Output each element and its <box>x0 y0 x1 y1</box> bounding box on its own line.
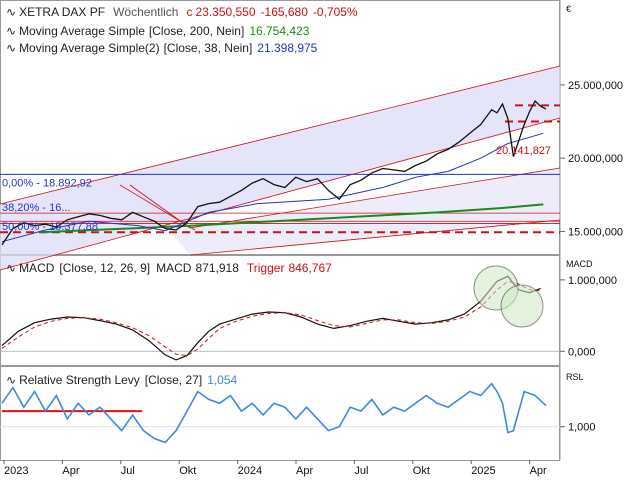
price-close-line <box>1 99 547 246</box>
rsl-panel-frame <box>0 366 560 461</box>
y-tick-label: 20.000,000 <box>568 153 623 165</box>
macd-axis-title: MACD <box>566 259 593 269</box>
rsl-value: 1,054 <box>207 373 237 387</box>
trend-line <box>189 167 561 229</box>
ma38-params: [Close, 38, Nein] <box>164 41 253 55</box>
close-prefix: c <box>186 5 192 19</box>
macd-y-axis: 1.000,000 0,000 <box>560 275 617 358</box>
price-y-axis: 25.000,000 20.000,000 15.000,000 <box>560 80 623 238</box>
trend-line <box>0 117 561 271</box>
close-value: 23.350,550 <box>195 5 255 19</box>
x-tick-label: Apr <box>62 465 79 477</box>
y-tick-label: 25.000,000 <box>568 80 623 92</box>
price-annotation: 0,00% - 18.892,92 <box>2 177 92 189</box>
legend-ma38: ∿ Moving Average Simple(2) [Close, 38, Nei… <box>6 41 318 55</box>
macd-series-group <box>0 275 560 361</box>
x-tick-label: Jul <box>121 465 135 477</box>
x-tick-label: 2024 <box>238 465 262 477</box>
ma38-value: 21.398,975 <box>257 41 317 55</box>
upper-trend-channel <box>0 66 560 270</box>
ma38-name: Moving Average Simple(2) <box>19 41 160 55</box>
trigger-value: 846,767 <box>288 261 332 275</box>
rsl-series-group <box>0 382 560 444</box>
legend-wave-icon: ∿ <box>6 24 16 38</box>
instrument-name: XETRA DAX PF <box>19 5 105 19</box>
x-tick-label: 2023 <box>4 465 28 477</box>
x-axis: 2023 Apr Jul Okt 2024 Apr Jul Okt 2025 Apr <box>3 460 547 477</box>
y-tick-label: 1.000,000 <box>568 275 617 287</box>
legend-ma200: ∿ Moving Average Simple [Close, 200, Nein]… <box>6 24 310 38</box>
interval-label: Wöchentlich <box>113 5 178 19</box>
lower-trend-channel <box>130 168 560 255</box>
trigger-line <box>1 280 541 357</box>
legend-wave-icon: ∿ <box>6 5 16 19</box>
x-tick-label: Jul <box>354 465 368 477</box>
trend-line <box>119 184 196 231</box>
ma200-params: [Close, 200, Nein] <box>149 24 244 38</box>
rsl-params: [Close, 27] <box>145 373 202 387</box>
legend-wave-icon: ∿ <box>6 261 16 275</box>
price-annotation: 20.141,827 <box>496 145 551 157</box>
change-value: -165,680 <box>261 5 309 19</box>
macd-value: 871,918 <box>195 261 239 275</box>
rsl-name: Relative Strength Levy <box>19 373 140 387</box>
macd-panel-frame <box>0 255 560 366</box>
legend-macd: ∿ MACD [Close, 12, 26, 9] MACD 871,918 Trigge… <box>6 261 332 275</box>
y-tick-label: 0,000 <box>568 346 596 358</box>
x-tick-label: Okt <box>179 465 196 477</box>
change-pct: -0,705% <box>313 5 358 19</box>
macd-highlight-circle <box>500 284 544 328</box>
rsl-y-axis: 1,000 <box>560 422 596 434</box>
trend-lines <box>0 65 561 271</box>
currency-label: € <box>566 4 571 14</box>
rsl-line <box>1 382 547 444</box>
legend-wave-icon: ∿ <box>6 373 16 387</box>
ma200-line <box>40 203 544 234</box>
x-tick-label: Apr <box>296 465 313 477</box>
trend-line <box>0 65 561 205</box>
ma38-line <box>1 132 544 243</box>
price-series-group <box>1 99 547 246</box>
macd-params: [Close, 12, 26, 9] <box>59 261 150 275</box>
y-tick-label: 1,000 <box>568 422 596 434</box>
y-tick-label: 15.000,000 <box>568 226 623 238</box>
price-annotations: 0,00% - 18.892,92 38,20% - 16... 50,00% - … <box>2 145 551 233</box>
legend-wave-icon: ∿ <box>6 41 16 55</box>
legend-rsl: ∿ Relative Strength Levy [Close, 27] 1,054 <box>6 373 238 387</box>
ma200-name: Moving Average Simple <box>19 24 145 38</box>
trigger-label: Trigger <box>247 261 285 275</box>
macd-value-label: MACD <box>156 261 192 275</box>
trend-line <box>189 219 561 256</box>
macd-line <box>1 275 541 361</box>
macd-name: MACD <box>19 261 55 275</box>
price-annotation: 38,20% - 16... <box>2 202 71 214</box>
legend-price: ∿ XETRA DAX PF Wöchentlich c 23.350,550 -165,… <box>6 5 358 19</box>
x-tick-label: 2025 <box>471 465 495 477</box>
price-annotation: 50,00% - 15.377,88 <box>2 221 98 233</box>
rsl-axis-title: RSL <box>566 372 584 382</box>
x-tick-label: Okt <box>413 465 430 477</box>
ma200-value: 16.754,423 <box>249 24 309 38</box>
x-tick-label: Apr <box>530 465 547 477</box>
